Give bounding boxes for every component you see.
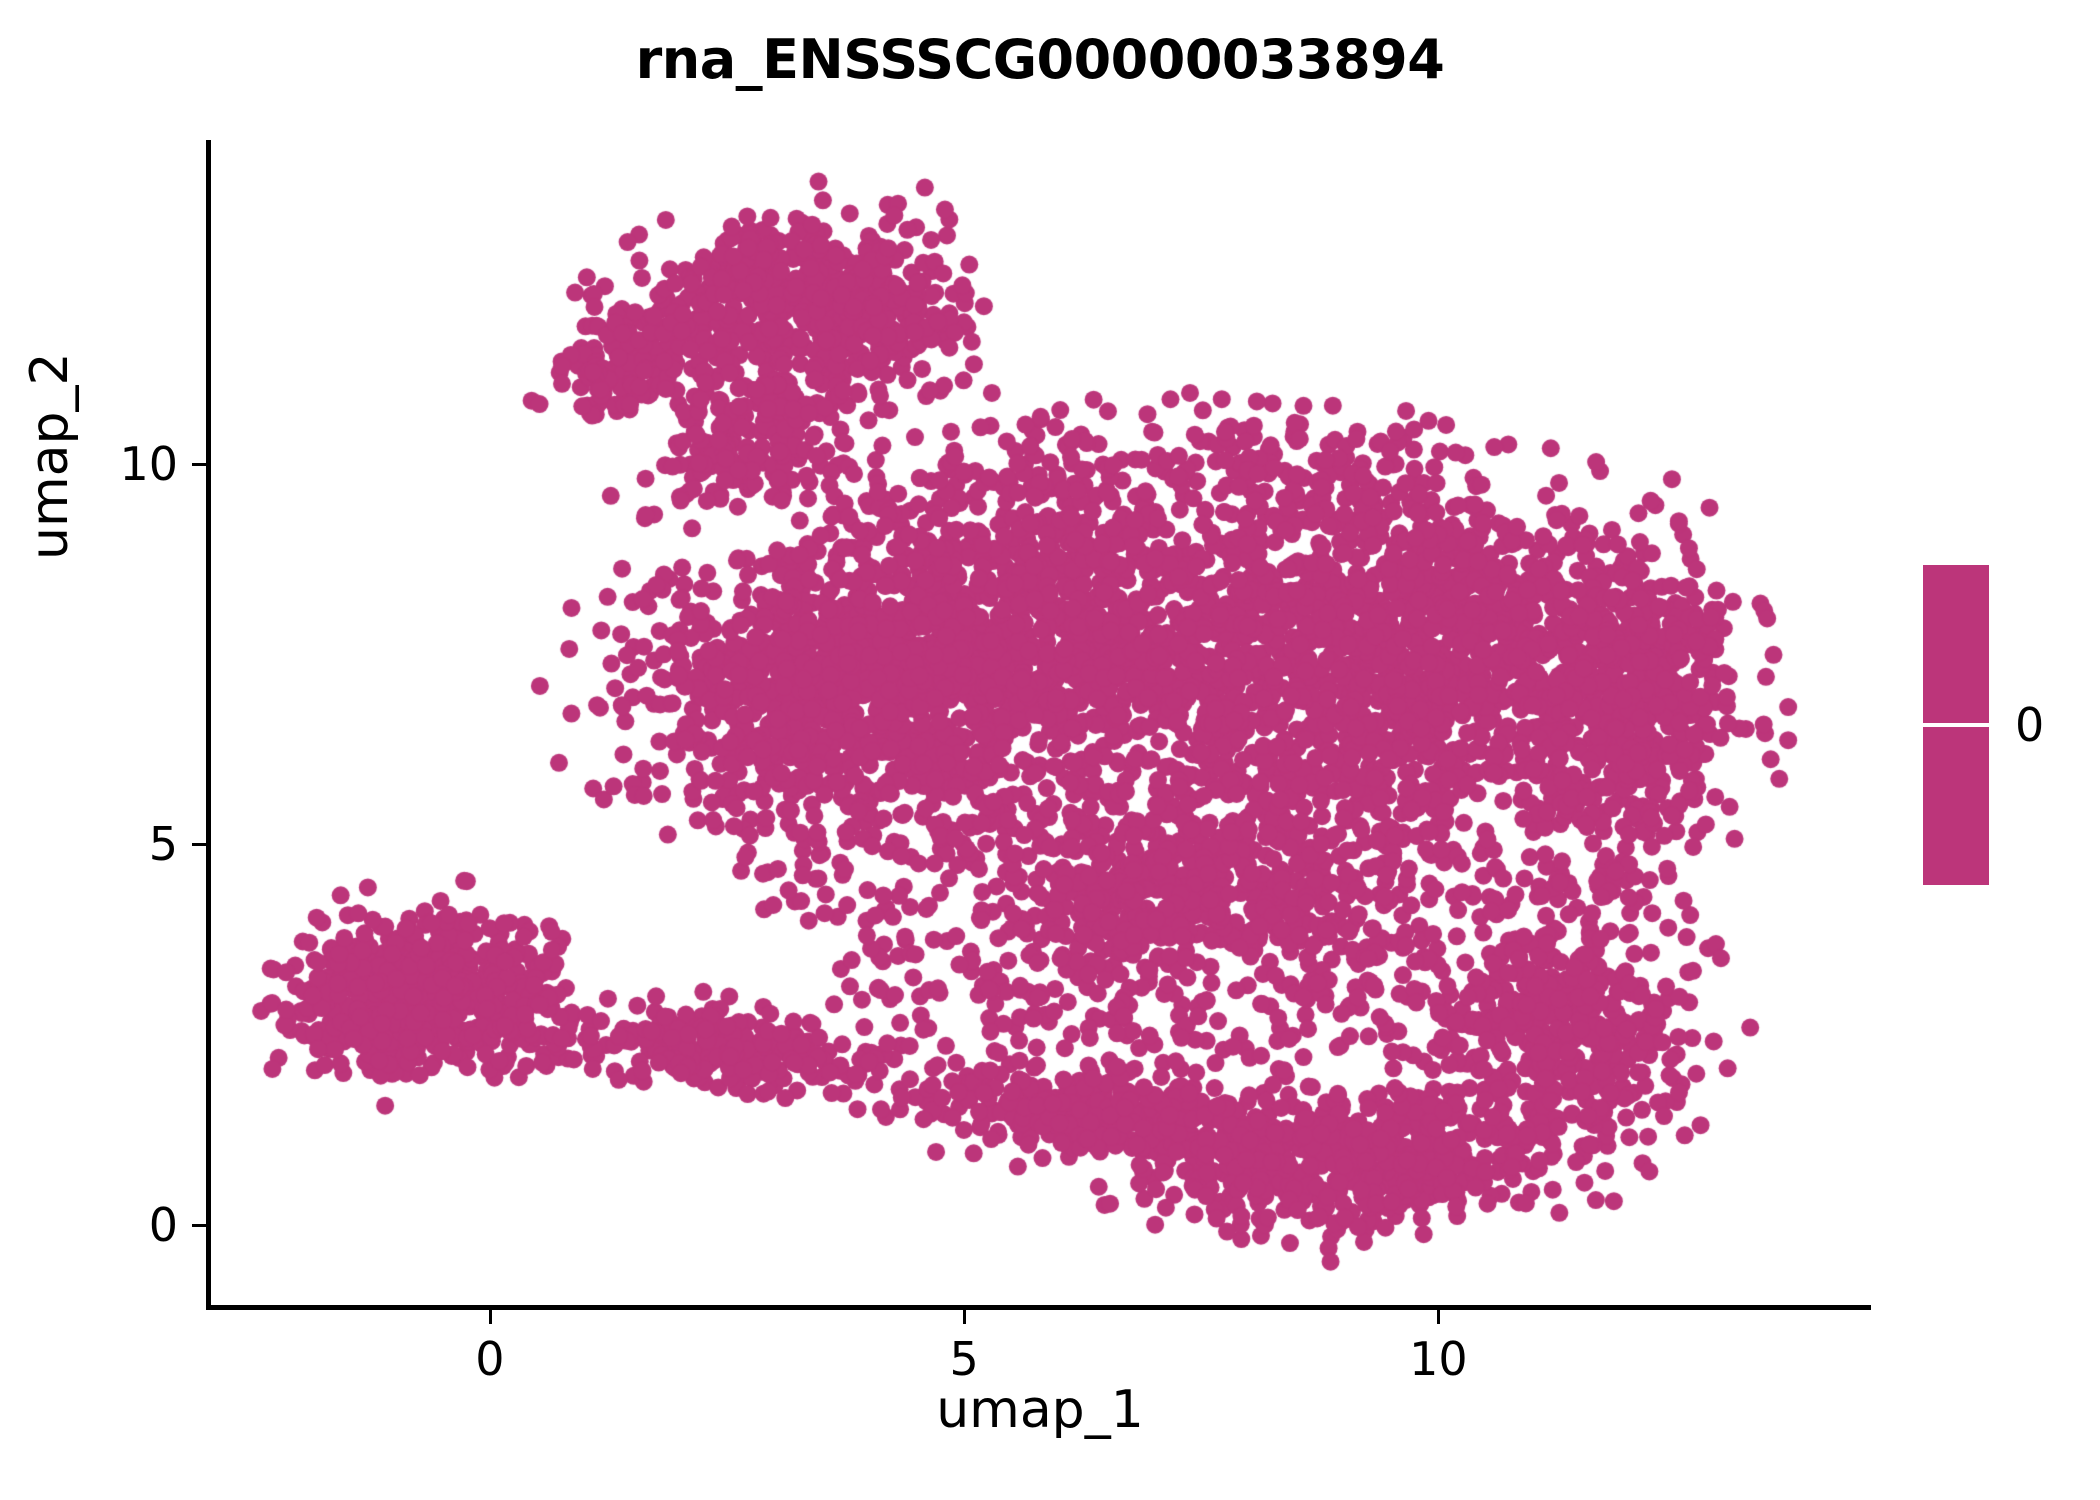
x-tick-label: 10	[1409, 1332, 1468, 1386]
y-tick-mark	[192, 462, 206, 466]
x-tick-mark	[1437, 1310, 1441, 1324]
y-tick-mark	[192, 1224, 206, 1228]
x-tick-label: 5	[949, 1332, 979, 1386]
y-tick-mark	[192, 843, 206, 847]
y-axis-label: umap_2	[20, 352, 80, 560]
page-title: rna_ENSSSCG00000033894	[635, 28, 1445, 91]
colorbar-gradient	[1923, 565, 1989, 885]
y-axis-spine	[206, 140, 211, 1306]
x-tick-mark	[963, 1310, 967, 1324]
plot-axes: 0 5 10 0 5 10	[119, 140, 1871, 1386]
colorbar-tick-mark	[1923, 723, 1989, 727]
x-axis-label: umap_1	[936, 1380, 1144, 1440]
y-tick-label: 0	[148, 1198, 178, 1253]
x-tick-mark	[488, 1310, 492, 1324]
colorbar-tick-label: 0	[2015, 698, 2045, 752]
y-tick-label: 10	[119, 436, 178, 491]
x-tick-label: 0	[475, 1332, 505, 1386]
scatter-points-layer	[210, 140, 1870, 1305]
x-axis-spine	[206, 1305, 1871, 1310]
y-tick-label: 5	[148, 817, 178, 872]
